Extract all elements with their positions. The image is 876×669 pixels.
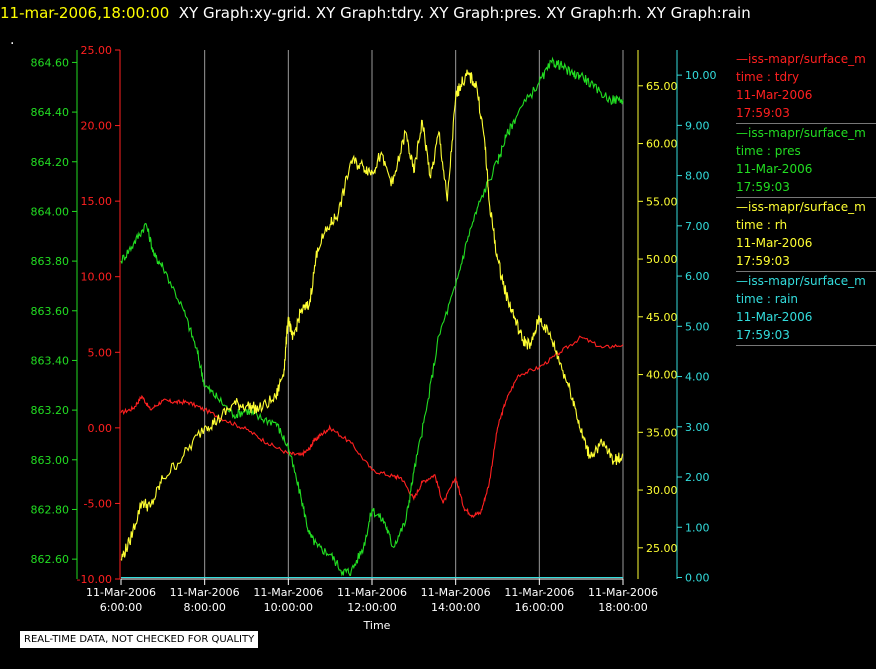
x-tick-label: 11-Mar-2006 16:00:00 — [504, 586, 574, 614]
legend-var: time : pres — [736, 144, 801, 158]
series-line-pres — [120, 56, 624, 577]
pres-tick-label: 863.00 — [31, 454, 70, 467]
rh-tick-label: 30.00 — [646, 484, 678, 497]
x-tick-label: 11-Mar-2006 8:00:00 — [170, 586, 240, 614]
header-timestamp: 11-mar-2006,18:00:00 — [0, 4, 170, 22]
legend-time: 17:59:03 — [736, 254, 790, 268]
pres-tick-label: 862.80 — [31, 503, 70, 516]
pres-tick-label: 862.60 — [31, 553, 70, 566]
x-tick-label: 11-Mar-2006 12:00:00 — [337, 586, 407, 614]
tdry-tick-label: 10.00 — [81, 271, 113, 284]
x-tick-label: 11-Mar-2006 6:00:00 — [86, 586, 156, 614]
quality-note: REAL-TIME DATA, NOT CHECKED FOR QUALITY — [20, 631, 259, 648]
legend-source: —iss-mapr/surface_m — [736, 52, 866, 66]
header-marker: . — [10, 32, 15, 48]
rain-tick-label: 0.00 — [685, 571, 710, 584]
legend-time: 17:59:03 — [736, 106, 790, 120]
rh-tick-label: 35.00 — [646, 426, 678, 439]
legend-time: 17:59:03 — [736, 180, 790, 194]
pres-tick-label: 864.00 — [31, 205, 70, 218]
legend-var: time : rh — [736, 218, 788, 232]
series-line-tdry — [120, 335, 624, 519]
rain-tick-label: 10.00 — [685, 69, 717, 82]
pres-tick-label: 864.40 — [31, 106, 70, 119]
header-graph-list: XY Graph:xy-grid. XY Graph:tdry. XY Grap… — [178, 4, 751, 22]
rh-tick-label: 40.00 — [646, 369, 678, 382]
legend-time: 17:59:03 — [736, 328, 790, 342]
x-tick-label: 11-Mar-2006 10:00:00 — [253, 586, 323, 614]
rain-tick-label: 9.00 — [685, 119, 710, 132]
pres-tick-label: 863.60 — [31, 305, 70, 318]
tdry-tick-label: 0.00 — [88, 422, 113, 435]
tdry-tick-label: 15.00 — [81, 195, 113, 208]
legend-date: 11-Mar-2006 — [736, 88, 813, 102]
pres-tick-label: 863.40 — [31, 354, 70, 367]
x-axis-label: Time — [363, 619, 391, 632]
rh-tick-label: 50.00 — [646, 253, 678, 266]
rain-tick-label: 1.00 — [685, 521, 710, 534]
tdry-tick-label: 25.00 — [81, 44, 113, 57]
pres-tick-label: 864.60 — [31, 56, 70, 69]
rh-tick-label: 60.00 — [646, 138, 678, 151]
legend-date: 11-Mar-2006 — [736, 162, 813, 176]
rh-tick-label: 25.00 — [646, 542, 678, 555]
tdry-tick-label: -10.00 — [77, 573, 112, 586]
rain-tick-label: 8.00 — [685, 170, 710, 183]
rain-tick-label: 3.00 — [685, 421, 710, 434]
rain-tick-label: 2.00 — [685, 471, 710, 484]
legend-source: —iss-mapr/surface_m — [736, 274, 866, 288]
chart-header: 11-mar-2006,18:00:00 XY Graph:xy-grid. X… — [0, 4, 751, 24]
legend-source: —iss-mapr/surface_m — [736, 126, 866, 140]
tdry-tick-label: 5.00 — [88, 346, 113, 359]
legend-date: 11-Mar-2006 — [736, 236, 813, 250]
rh-tick-label: 55.00 — [646, 195, 678, 208]
pres-tick-label: 863.80 — [31, 255, 70, 268]
legend-var: time : tdry — [736, 70, 800, 84]
legend-var: time : rain — [736, 292, 799, 306]
pres-tick-label: 864.20 — [31, 156, 70, 169]
rh-tick-label: 45.00 — [646, 311, 678, 324]
x-tick-label: 11-Mar-2006 14:00:00 — [421, 586, 491, 614]
x-tick-label: 11-Mar-2006 18:00:00 — [588, 586, 658, 614]
legend-source: —iss-mapr/surface_m — [736, 200, 866, 214]
tdry-tick-label: -5.00 — [84, 497, 112, 510]
series-line-rh — [120, 69, 624, 561]
tdry-tick-label: 20.00 — [81, 120, 113, 133]
pres-tick-label: 863.20 — [31, 404, 70, 417]
rain-tick-label: 5.00 — [685, 320, 710, 333]
legend-date: 11-Mar-2006 — [736, 310, 813, 324]
legend: —iss-mapr/surface_m time : tdry 11-Mar-200… — [736, 50, 876, 346]
rh-tick-label: 65.00 — [646, 80, 678, 93]
rain-tick-label: 6.00 — [685, 270, 710, 283]
rain-tick-label: 7.00 — [685, 220, 710, 233]
rain-tick-label: 4.00 — [685, 371, 710, 384]
